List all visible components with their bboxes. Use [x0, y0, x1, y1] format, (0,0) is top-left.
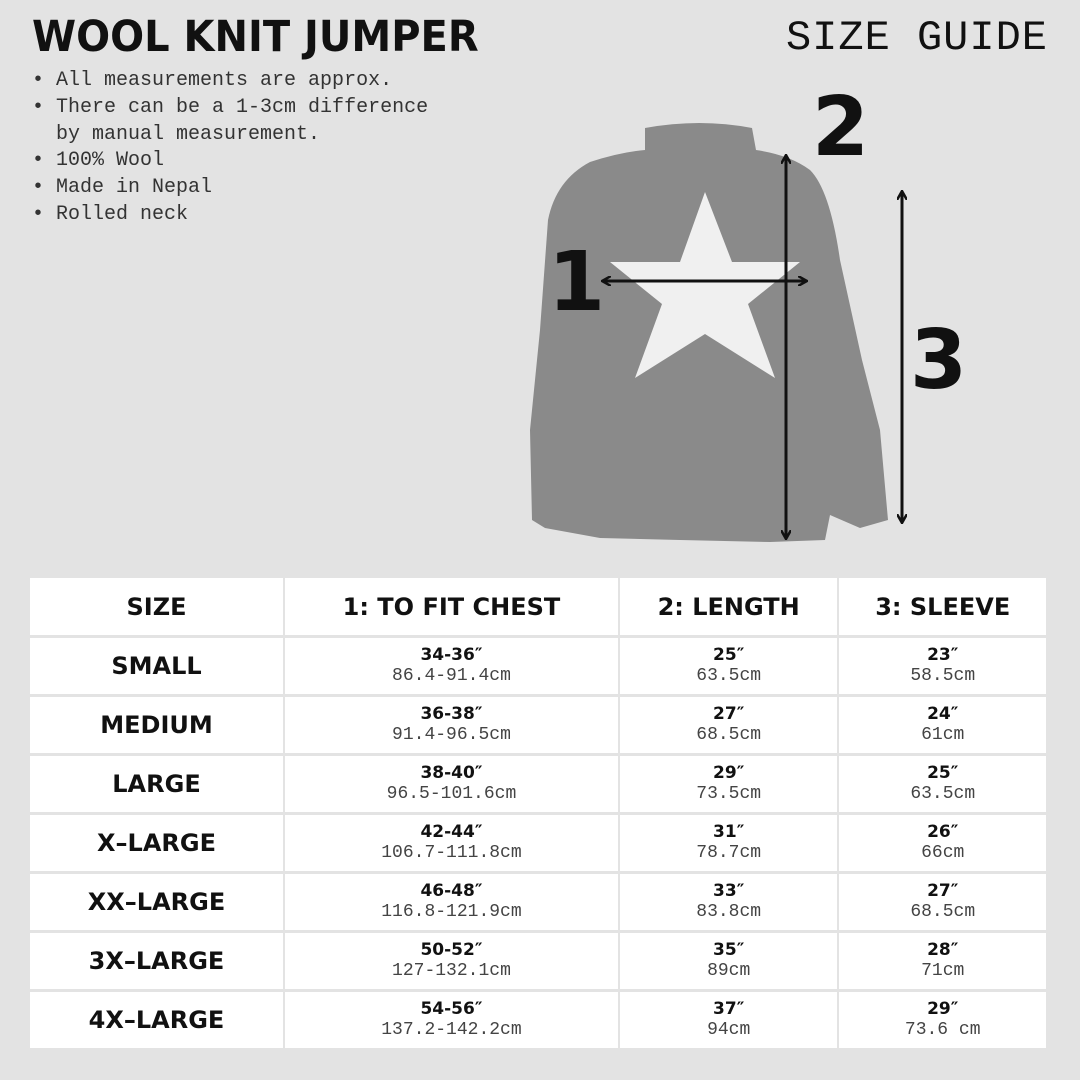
length-cell: 35″ 89cm — [619, 933, 838, 989]
chest-cm: 127-132.1cm — [392, 961, 511, 981]
length-cell: 37″ 94cm — [619, 992, 838, 1048]
size-cell: LARGE — [30, 756, 283, 812]
sleeve-cm: 63.5cm — [910, 784, 976, 804]
table-row: XX–LARGE 46-48″ 116.8-121.9cm 33″ 83.8cm 27″ 6… — [30, 874, 1046, 930]
size-cell: 4X–LARGE — [30, 992, 283, 1048]
size-cell: SMALL — [30, 638, 283, 694]
jumper-diagram: 1 2 3 — [530, 80, 967, 542]
header-chest: 1: TO FIT CHEST — [285, 578, 618, 635]
sleeve-inches: 27″ — [927, 881, 959, 901]
sleeve-cm: 58.5cm — [910, 666, 976, 686]
chest-inches: 36-38″ — [420, 704, 483, 724]
note-item: • There can be a 1-3cm difference by man… — [32, 95, 429, 146]
length-cell: 25″ 63.5cm — [619, 638, 838, 694]
notes-list: • All measurements are approx. • There c… — [32, 68, 428, 229]
header-size: SIZE — [30, 578, 283, 635]
label-1: 1 — [548, 235, 605, 330]
sleeve-inches: 25″ — [927, 763, 959, 783]
chest-inches: 34-36″ — [420, 645, 483, 665]
length-inches: 35″ — [713, 940, 745, 960]
note-item: • Rolled neck — [32, 202, 189, 226]
length-inches: 31″ — [713, 822, 745, 842]
table-header-row: SIZE 1: TO FIT CHEST 2: LENGTH 3: SLEEVE — [30, 578, 1046, 635]
sleeve-cell: 25″ 63.5cm — [839, 756, 1046, 812]
length-cm: 73.5cm — [696, 784, 762, 804]
size-cell: MEDIUM — [30, 697, 283, 753]
note-item: • 100% Wool — [32, 149, 165, 173]
length-inches: 29″ — [713, 763, 745, 783]
sleeve-cell: 28″ 71cm — [839, 933, 1046, 989]
length-cm: 94cm — [707, 1020, 751, 1040]
note-item: • Made in Nepal — [32, 176, 213, 200]
size-table: SIZE 1: TO FIT CHEST 2: LENGTH 3: SLEEVE… — [28, 575, 1048, 1051]
sleeve-inches: 23″ — [927, 645, 959, 665]
chest-cm: 137.2-142.2cm — [381, 1020, 522, 1040]
length-cell: 27″ 68.5cm — [619, 697, 838, 753]
table-row: LARGE 38-40″ 96.5-101.6cm 29″ 73.5cm 25″ 63.5c… — [30, 756, 1046, 812]
label-3: 3 — [910, 313, 967, 408]
table-row: 3X–LARGE 50-52″ 127-132.1cm 35″ 89cm 28″ 71cm — [30, 933, 1046, 989]
sleeve-cell: 29″ 73.6 cm — [839, 992, 1046, 1048]
size-guide-label: SIZE GUIDE — [785, 14, 1048, 62]
chest-cell: 54-56″ 137.2-142.2cm — [285, 992, 618, 1048]
length-inches: 33″ — [713, 881, 745, 901]
size-cell: XX–LARGE — [30, 874, 283, 930]
length-cm: 89cm — [707, 961, 751, 981]
sleeve-cm: 66cm — [921, 843, 965, 863]
sleeve-cm: 61cm — [921, 725, 965, 745]
sleeve-inches: 26″ — [927, 822, 959, 842]
chest-inches: 38-40″ — [420, 763, 483, 783]
length-cm: 63.5cm — [696, 666, 762, 686]
chest-cm: 91.4-96.5cm — [392, 725, 511, 745]
chest-cm: 116.8-121.9cm — [381, 902, 522, 922]
length-cm: 68.5cm — [696, 725, 762, 745]
chest-cell: 38-40″ 96.5-101.6cm — [285, 756, 618, 812]
length-cell: 33″ 83.8cm — [619, 874, 838, 930]
length-inches: 37″ — [713, 999, 745, 1019]
length-cell: 29″ 73.5cm — [619, 756, 838, 812]
note-item: • All measurements are approx. — [32, 69, 393, 92]
length-cm: 83.8cm — [696, 902, 762, 922]
table-row: 4X–LARGE 54-56″ 137.2-142.2cm 37″ 94cm 29″ 73.… — [30, 992, 1046, 1048]
table-row: X–LARGE 42-44″ 106.7-111.8cm 31″ 78.7cm 26″ 66… — [30, 815, 1046, 871]
chest-inches: 50-52″ — [420, 940, 483, 960]
chest-cm: 86.4-91.4cm — [392, 666, 511, 686]
size-cell: X–LARGE — [30, 815, 283, 871]
chest-cell: 42-44″ 106.7-111.8cm — [285, 815, 618, 871]
sleeve-inches: 24″ — [927, 704, 959, 724]
chest-cm: 96.5-101.6cm — [386, 784, 517, 804]
label-2: 2 — [812, 80, 869, 175]
length-cm: 78.7cm — [696, 843, 762, 863]
sleeve-cell: 23″ 58.5cm — [839, 638, 1046, 694]
header-sleeve: 3: SLEEVE — [839, 578, 1046, 635]
length-cell: 31″ 78.7cm — [619, 815, 838, 871]
chest-cell: 34-36″ 86.4-91.4cm — [285, 638, 618, 694]
sleeve-inches: 29″ — [927, 999, 959, 1019]
chest-cell: 36-38″ 91.4-96.5cm — [285, 697, 618, 753]
sleeve-cell: 24″ 61cm — [839, 697, 1046, 753]
sleeve-cm: 68.5cm — [910, 902, 976, 922]
size-cell: 3X–LARGE — [30, 933, 283, 989]
sleeve-cm: 73.6 cm — [904, 1020, 981, 1040]
sleeve-inches: 28″ — [927, 940, 959, 960]
chest-cell: 50-52″ 127-132.1cm — [285, 933, 618, 989]
chest-cm: 106.7-111.8cm — [381, 843, 522, 863]
header-length: 2: LENGTH — [619, 578, 838, 635]
chest-cell: 46-48″ 116.8-121.9cm — [285, 874, 618, 930]
length-inches: 27″ — [713, 704, 745, 724]
sleeve-cell: 27″ 68.5cm — [839, 874, 1046, 930]
length-inches: 25″ — [713, 645, 745, 665]
chest-inches: 46-48″ — [420, 881, 483, 901]
sleeve-cell: 26″ 66cm — [839, 815, 1046, 871]
table-row: MEDIUM 36-38″ 91.4-96.5cm 27″ 68.5cm 24″ 61cm — [30, 697, 1046, 753]
table-row: SMALL 34-36″ 86.4-91.4cm 25″ 63.5cm 23″ 58.5cm — [30, 638, 1046, 694]
page-title: WOOL KNIT JUMPER — [32, 12, 479, 62]
sleeve-cm: 71cm — [921, 961, 965, 981]
chest-inches: 42-44″ — [420, 822, 483, 842]
chest-inches: 54-56″ — [420, 999, 483, 1019]
